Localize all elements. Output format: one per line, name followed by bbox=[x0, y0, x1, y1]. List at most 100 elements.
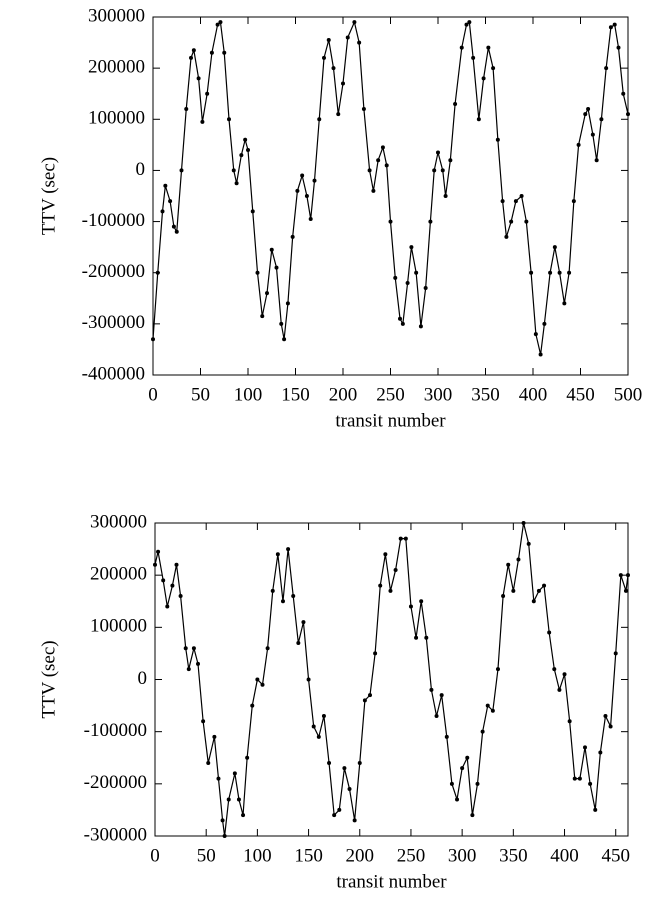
data-point bbox=[153, 562, 157, 567]
data-point bbox=[352, 818, 357, 823]
data-point bbox=[608, 25, 613, 30]
y-tick-label: -200000 bbox=[84, 772, 147, 793]
x-tick-label: 50 bbox=[197, 845, 216, 866]
data-point bbox=[419, 599, 424, 604]
data-point bbox=[191, 48, 196, 53]
data-point bbox=[285, 301, 290, 306]
data-point bbox=[357, 760, 362, 765]
data-point bbox=[265, 646, 270, 651]
data-point bbox=[439, 693, 444, 698]
data-point bbox=[245, 755, 250, 760]
data-point bbox=[246, 147, 250, 152]
x-tick-label: 250 bbox=[397, 845, 426, 866]
x-tick-label: 400 bbox=[519, 384, 548, 405]
data-point bbox=[347, 787, 352, 792]
data-point bbox=[378, 583, 383, 588]
data-point bbox=[414, 270, 419, 275]
y-tick-label: -100000 bbox=[82, 210, 145, 231]
data-point bbox=[618, 573, 623, 578]
data-point bbox=[269, 247, 274, 252]
x-tick-label: 150 bbox=[294, 845, 323, 866]
data-point bbox=[621, 91, 626, 96]
y-tick-label: -100000 bbox=[84, 720, 147, 741]
data-point bbox=[331, 66, 336, 71]
data-point bbox=[547, 630, 552, 635]
data-point bbox=[380, 145, 385, 150]
data-point bbox=[531, 599, 536, 604]
data-point bbox=[552, 245, 557, 250]
data-point bbox=[432, 168, 437, 173]
data-point bbox=[308, 217, 313, 222]
x-tick-label: 200 bbox=[346, 845, 375, 866]
data-point bbox=[613, 651, 618, 656]
data-point bbox=[393, 275, 398, 280]
data-point bbox=[529, 270, 534, 275]
data-point bbox=[161, 578, 166, 583]
data-point bbox=[290, 234, 295, 239]
data-point bbox=[428, 219, 433, 224]
data-point bbox=[400, 321, 405, 326]
data-point bbox=[326, 38, 331, 43]
data-point bbox=[383, 552, 388, 557]
data-point bbox=[156, 549, 161, 554]
data-point bbox=[616, 45, 621, 50]
x-tick-label: 300 bbox=[448, 845, 477, 866]
data-point bbox=[593, 807, 598, 812]
data-point bbox=[504, 234, 509, 239]
data-point bbox=[509, 219, 514, 224]
data-point bbox=[183, 646, 188, 651]
data-point bbox=[274, 265, 279, 270]
data-point bbox=[475, 781, 480, 786]
data-point bbox=[405, 280, 410, 285]
data-point bbox=[332, 813, 337, 818]
data-point bbox=[384, 163, 389, 168]
data-point bbox=[557, 270, 562, 275]
data-point bbox=[216, 776, 221, 781]
data-point bbox=[440, 168, 445, 173]
data-point bbox=[398, 536, 403, 541]
data-point bbox=[376, 158, 381, 163]
data-point bbox=[260, 314, 265, 319]
data-point bbox=[215, 22, 220, 27]
data-point bbox=[265, 291, 269, 296]
data-point bbox=[542, 321, 547, 326]
data-point bbox=[480, 729, 485, 734]
y-tick-label: 0 bbox=[136, 159, 146, 180]
data-point bbox=[471, 55, 476, 60]
data-point bbox=[322, 55, 326, 60]
x-tick-label: 0 bbox=[148, 384, 158, 405]
data-point bbox=[393, 567, 398, 572]
data-point bbox=[352, 20, 357, 25]
data-point bbox=[516, 557, 521, 562]
data-point bbox=[524, 219, 529, 224]
data-point bbox=[423, 286, 428, 291]
y-tick-label: 300000 bbox=[88, 5, 145, 26]
data-point bbox=[327, 760, 332, 765]
data-point bbox=[388, 219, 393, 224]
data-point bbox=[490, 708, 495, 713]
data-point bbox=[495, 667, 500, 672]
data-point bbox=[599, 117, 604, 122]
data-point bbox=[255, 677, 260, 682]
data-point bbox=[174, 562, 179, 567]
data-point bbox=[201, 719, 206, 724]
data-point bbox=[538, 352, 543, 357]
x-tick-label: 50 bbox=[191, 384, 210, 405]
data-point bbox=[604, 66, 609, 71]
data-point bbox=[453, 101, 458, 106]
data-point bbox=[449, 781, 454, 786]
data-point bbox=[279, 321, 284, 326]
data-point bbox=[311, 724, 316, 729]
data-point bbox=[576, 142, 581, 147]
data-point bbox=[571, 199, 576, 204]
x-tick-label: 500 bbox=[614, 384, 643, 405]
x-tick-label: 350 bbox=[499, 845, 528, 866]
x-axis-label: transit number bbox=[335, 410, 446, 431]
data-point bbox=[250, 209, 255, 214]
y-tick-label: 300000 bbox=[90, 511, 147, 532]
data-point bbox=[403, 536, 408, 541]
data-point bbox=[151, 337, 155, 342]
y-axis-label: TTV (sec) bbox=[38, 640, 59, 718]
data-point bbox=[562, 672, 567, 677]
data-point bbox=[608, 724, 613, 729]
